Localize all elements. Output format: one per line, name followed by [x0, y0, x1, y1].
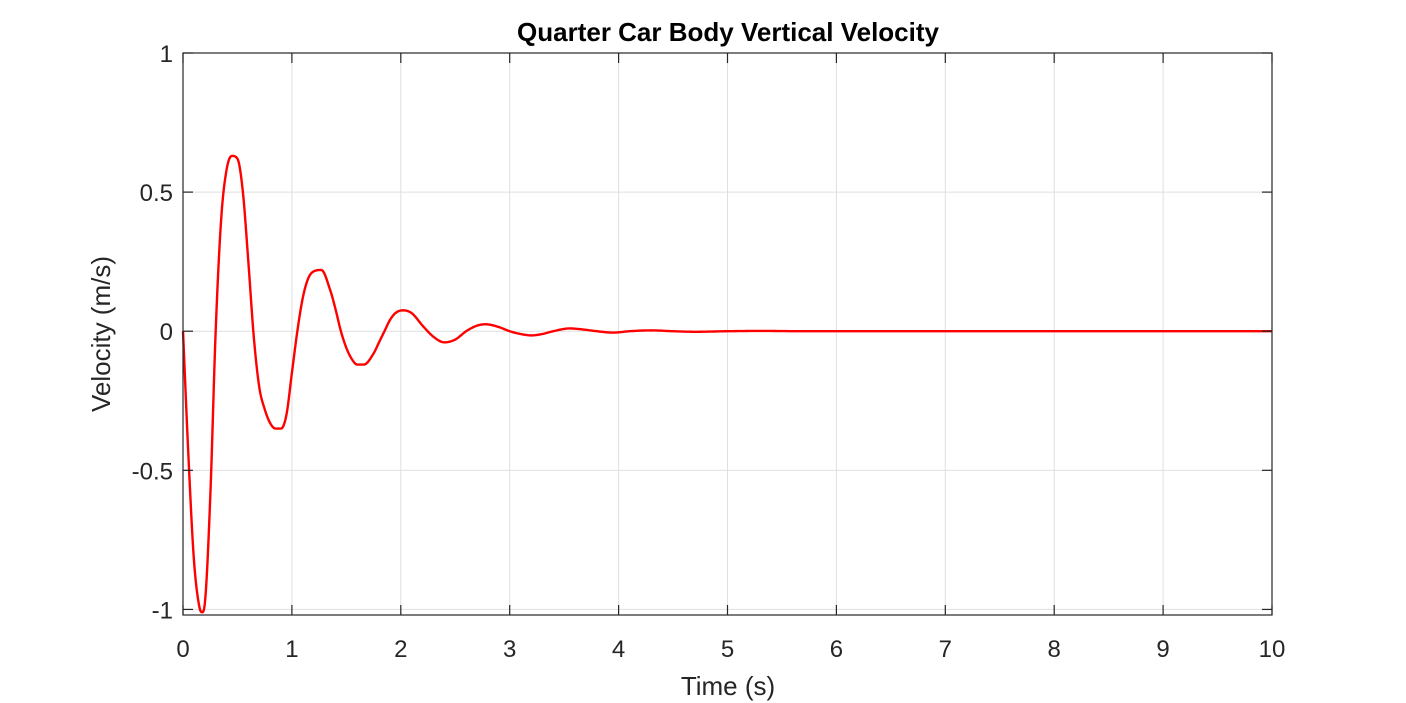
- y-axis-label: Velocity (m/s): [86, 256, 116, 412]
- grid-lines: [182, 52, 1273, 615]
- x-tick-label: 8: [1048, 636, 1061, 663]
- y-tick-label: 0: [160, 319, 173, 346]
- y-tick-label: -1: [152, 597, 173, 624]
- x-tick-label: 6: [830, 636, 843, 663]
- x-tick-label: 4: [612, 636, 625, 663]
- y-tick-label: 1: [160, 41, 173, 68]
- series-line-velocity: [181, 154, 1272, 614]
- y-tick-labels: -1 -0.5 0 0.5 1: [132, 41, 173, 624]
- chart-title: Quarter Car Body Vertical Velocity: [517, 17, 939, 47]
- series-layer: [181, 154, 1272, 614]
- x-tick-label: 10: [1259, 636, 1286, 663]
- x-tick-label: 0: [176, 636, 189, 663]
- x-tick-labels: 0 1 2 3 4 5 6 7 8 9 10: [176, 636, 1285, 663]
- y-tick-label: 0.5: [140, 180, 173, 207]
- x-axis-label: Time (s): [681, 671, 775, 701]
- x-tick-label: 5: [721, 636, 734, 663]
- x-tick-label: 1: [285, 636, 298, 663]
- x-tick-label: 3: [503, 636, 516, 663]
- y-tick-label: -0.5: [132, 458, 173, 485]
- x-tick-label: 9: [1156, 636, 1169, 663]
- x-tick-label: 7: [939, 636, 952, 663]
- x-tick-label: 2: [394, 636, 407, 663]
- tick-marks: [182, 52, 1273, 615]
